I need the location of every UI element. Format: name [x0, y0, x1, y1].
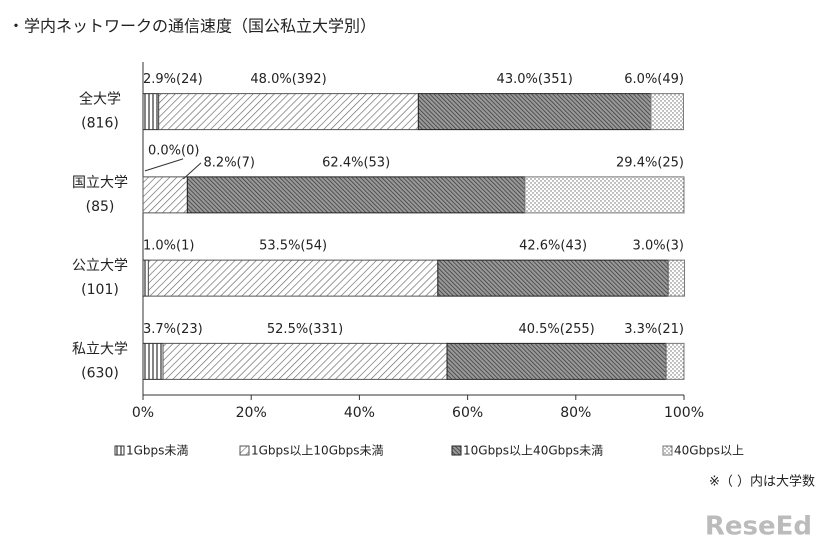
legend-swatch [114, 445, 125, 456]
x-tick-label: 40% [344, 405, 375, 421]
category-sublabel: (101) [81, 282, 119, 298]
data-label: 3.3%(21) [624, 322, 684, 337]
note: ※（ ）内は大学数 [709, 474, 815, 490]
data-label: 8.2%(7) [204, 155, 255, 170]
data-label: 29.4%(25) [616, 155, 684, 170]
category-sublabel: (85) [86, 199, 115, 215]
category-label: 公立大学 [72, 258, 128, 274]
legend-label: 1Gbps以上10Gbps未満 [251, 444, 383, 458]
x-tick-label: 100% [664, 405, 704, 421]
data-label: 3.7%(23) [143, 322, 203, 337]
data-label: 2.9%(24) [143, 72, 203, 87]
data-label: 1.0%(1) [143, 239, 194, 254]
category-label: 私立大学 [72, 341, 128, 357]
data-label: 0.0%(0) [148, 143, 199, 158]
bar-segment [142, 93, 160, 131]
category-label: 全大学 [79, 91, 121, 108]
data-label: 53.5%(54) [259, 239, 327, 254]
bar-segment [446, 342, 667, 380]
bar-segment [650, 93, 684, 131]
legend-label: 10Gbps以上40Gbps未満 [463, 444, 603, 458]
data-label: 43.0%(351) [497, 72, 573, 87]
bar-segment [142, 342, 164, 380]
data-label: 40.5%(255) [518, 322, 594, 337]
legend-label: 40Gbps以上 [674, 444, 744, 458]
bar-segment [437, 259, 669, 297]
legend-swatch [451, 445, 462, 456]
data-label: 6.0%(49) [624, 72, 684, 87]
data-label: 52.5%(331) [267, 322, 343, 337]
bar-segment [524, 176, 685, 214]
x-tick-label: 0% [132, 405, 154, 421]
bar-segment [667, 259, 686, 297]
bar-segment [158, 93, 419, 131]
category-label: 国立大学 [72, 175, 128, 191]
leader-line [183, 162, 202, 180]
bar-segment [142, 176, 188, 214]
watermark: ReseEd [705, 512, 812, 542]
data-label: 42.6%(43) [519, 239, 587, 254]
bar-segment [147, 259, 439, 297]
legend-label: 1Gbps未満 [126, 444, 188, 458]
legend-swatch [239, 445, 250, 456]
bar-segment [162, 342, 448, 380]
x-tick-label: 20% [236, 405, 267, 421]
leader-line [144, 158, 184, 172]
bar-segment [186, 176, 526, 214]
category-sublabel: (816) [81, 116, 119, 132]
x-tick-label: 80% [560, 405, 591, 421]
data-label: 48.0%(392) [250, 72, 326, 87]
category-sublabel: (630) [81, 365, 119, 381]
bar-segment [142, 259, 149, 297]
bar-segment [417, 93, 652, 131]
data-label: 3.0%(3) [633, 239, 684, 254]
x-tick-label: 60% [452, 405, 483, 421]
chart-title: ・学内ネットワークの通信速度（国公私立大学別） [8, 17, 376, 36]
legend-swatch [662, 445, 673, 456]
data-label: 62.4%(53) [322, 155, 390, 170]
bar-segment [665, 342, 685, 380]
